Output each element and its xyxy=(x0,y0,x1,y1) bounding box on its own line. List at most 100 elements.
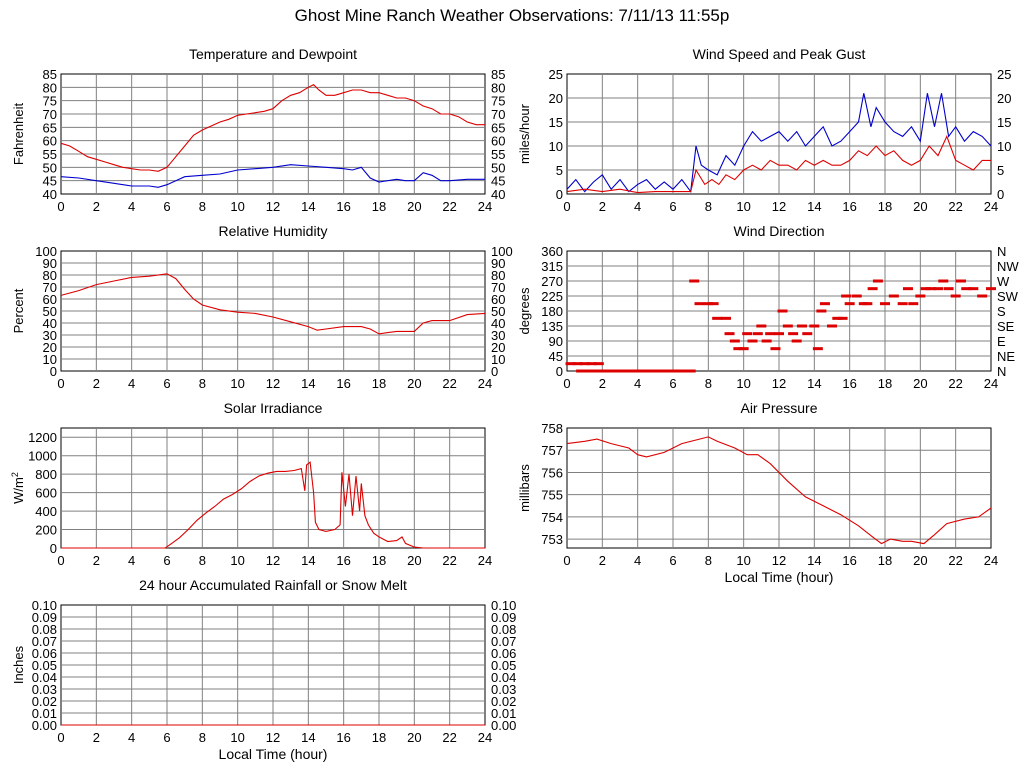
x-tick-label: 12 xyxy=(772,376,786,391)
data-point xyxy=(950,294,961,298)
x-tick-label: 14 xyxy=(807,553,821,568)
x-tick-label: 8 xyxy=(705,376,712,391)
y-tick-label-right: 55 xyxy=(491,147,505,162)
y-tick-label: 30 xyxy=(43,328,57,343)
y-tick-label-right: 20 xyxy=(491,340,505,355)
data-point xyxy=(819,302,830,306)
y-tick-label: 90 xyxy=(43,256,57,271)
x-tick-label: 20 xyxy=(913,376,927,391)
x-tick-label: 24 xyxy=(478,730,492,745)
x-tick-label: 8 xyxy=(199,553,206,568)
data-point xyxy=(791,339,802,343)
x-tick-label: 4 xyxy=(128,376,135,391)
y-tick-label: 25 xyxy=(549,67,563,82)
x-tick-label: 20 xyxy=(407,730,421,745)
data-point xyxy=(968,287,979,291)
y-tick-label-right: 90 xyxy=(491,256,505,271)
direction-label: E xyxy=(997,334,1006,349)
y-tick-label: 0.03 xyxy=(32,682,57,697)
y-tick-label-right: 65 xyxy=(491,120,505,135)
data-point xyxy=(606,369,617,373)
data-point xyxy=(782,324,793,328)
y-tick-label: 400 xyxy=(35,504,57,519)
x-tick-label: 12 xyxy=(772,199,786,214)
x-tick-label: 0 xyxy=(57,376,64,391)
y-tick-label: 40 xyxy=(43,316,57,331)
data-point xyxy=(915,294,926,298)
y-tick-label: 0.10 xyxy=(32,598,57,613)
x-tick-label: 12 xyxy=(266,730,280,745)
chart-rainfall: 24 hour Accumulated Rainfall or Snow Mel… xyxy=(11,577,516,762)
y-tick-label-right: 0.07 xyxy=(491,634,516,649)
y-tick-label: 315 xyxy=(541,259,563,274)
x-tick-label: 20 xyxy=(407,376,421,391)
x-tick-label: 18 xyxy=(372,376,386,391)
y-tick-label: 225 xyxy=(541,289,563,304)
data-point xyxy=(579,362,590,366)
x-tick-label: 14 xyxy=(301,376,315,391)
y-tick-label-right: 85 xyxy=(491,67,505,82)
y-tick-label: 40 xyxy=(43,187,57,202)
x-tick-label: 2 xyxy=(93,553,100,568)
x-tick-label: 0 xyxy=(563,199,570,214)
x-tick-label: 0 xyxy=(57,553,64,568)
x-tick-label: 4 xyxy=(128,199,135,214)
x-tick-label: 20 xyxy=(407,553,421,568)
x-tick-label: 12 xyxy=(266,376,280,391)
y-tick-label-right: 75 xyxy=(491,94,505,109)
y-tick-label-right: 80 xyxy=(491,268,505,283)
y-axis-label: Inches xyxy=(11,645,26,684)
data-point xyxy=(668,369,678,373)
x-tick-label: 24 xyxy=(984,376,998,391)
data-point xyxy=(955,279,966,283)
data-point xyxy=(742,332,753,336)
y-tick-label-right: 0.03 xyxy=(491,682,516,697)
x-tick-label: 10 xyxy=(230,199,244,214)
x-tick-label: 2 xyxy=(93,376,100,391)
x-tick-label: 18 xyxy=(372,730,386,745)
chart-title: Wind Speed and Peak Gust xyxy=(693,46,866,62)
y-tick-label: 15 xyxy=(549,115,563,130)
data-point xyxy=(733,347,744,351)
series-line-0 xyxy=(566,436,992,545)
x-tick-label: 10 xyxy=(230,553,244,568)
chart-title: 24 hour Accumulated Rainfall or Snow Mel… xyxy=(139,577,407,593)
direction-label: NW xyxy=(997,259,1019,274)
y-tick-label: 80 xyxy=(43,80,57,95)
x-tick-label: 4 xyxy=(128,730,135,745)
direction-label: S xyxy=(997,304,1006,319)
direction-label: W xyxy=(997,274,1010,289)
x-tick-label: 24 xyxy=(984,199,998,214)
x-tick-label: 24 xyxy=(984,553,998,568)
y-tick-label: 0.07 xyxy=(32,634,57,649)
data-point xyxy=(774,332,784,336)
data-point xyxy=(565,362,576,366)
chart-title: Temperature and Dewpoint xyxy=(189,46,357,62)
x-tick-label: 10 xyxy=(230,376,244,391)
x-tick-label: 6 xyxy=(163,199,170,214)
y-tick-label: 55 xyxy=(43,147,57,162)
y-tick-label-right: 40 xyxy=(491,316,505,331)
y-axis-label: miles/hour xyxy=(517,103,532,164)
series-line-0 xyxy=(61,461,485,549)
y-tick-label: 270 xyxy=(541,274,563,289)
chart-title: Air Pressure xyxy=(740,400,817,416)
x-tick-label: 22 xyxy=(442,553,456,568)
x-tick-label: 16 xyxy=(336,376,350,391)
direction-label: N xyxy=(997,364,1006,379)
x-tick-label: 2 xyxy=(93,199,100,214)
x-tick-label: 22 xyxy=(442,376,456,391)
data-point xyxy=(689,279,700,283)
data-point xyxy=(632,369,643,373)
data-point xyxy=(977,294,988,298)
x-tick-label: 6 xyxy=(163,376,170,391)
y-tick-label: 50 xyxy=(43,304,57,319)
y-tick-label: 0.05 xyxy=(32,658,57,673)
data-point xyxy=(765,332,776,336)
y-tick-label-right: 10 xyxy=(491,352,505,367)
y-tick-label: 755 xyxy=(541,488,563,503)
